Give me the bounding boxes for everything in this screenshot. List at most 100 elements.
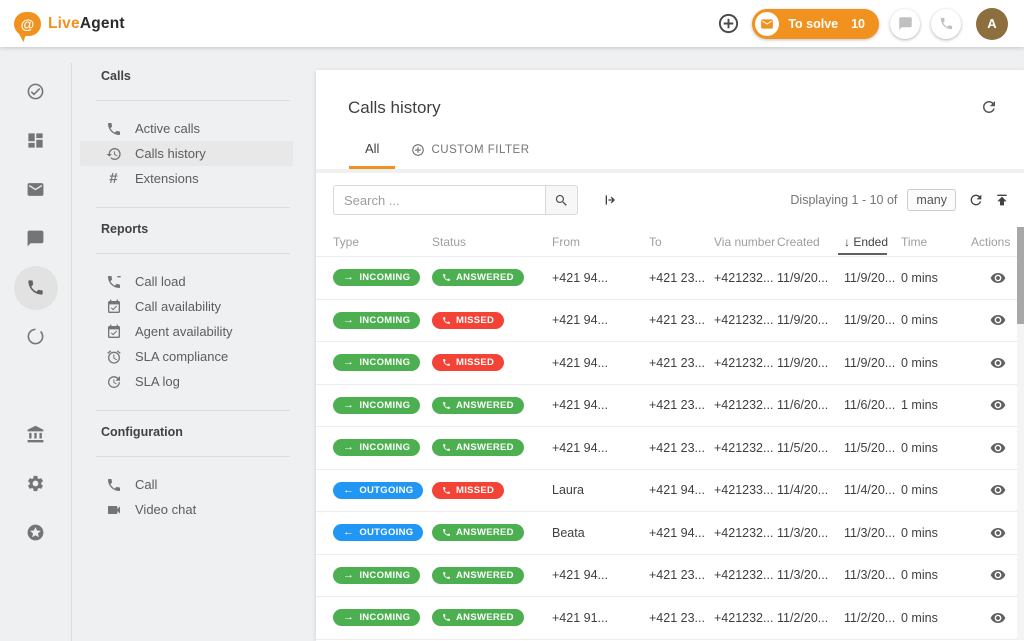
phone-icon <box>105 121 122 137</box>
call-type-label: INCOMING <box>359 272 410 283</box>
tab-custom-filter[interactable]: CUSTOM FILTER <box>395 143 545 169</box>
scrollbar-thumb[interactable] <box>1017 227 1024 324</box>
column-header-ended[interactable]: ↓ Ended <box>844 235 901 249</box>
sidebar-item-active-calls[interactable]: Active calls <box>80 116 293 141</box>
cell-to: +421 23... <box>649 441 714 455</box>
calendar-check-icon <box>105 299 122 315</box>
cell-via-number: +421232... <box>714 441 777 455</box>
rail-item-contacts[interactable] <box>0 361 71 410</box>
column-header-status[interactable]: Status <box>432 235 552 249</box>
table-row[interactable]: →INCOMINGMISSED+421 94...+421 23...+4212… <box>316 300 1024 343</box>
table-row[interactable]: →INCOMING ANSWERED +421 94...+421 23...+42… <box>316 427 1024 470</box>
settings-icon <box>26 474 45 493</box>
call-type-badge: →INCOMING <box>333 354 420 371</box>
eye-icon <box>990 312 1006 328</box>
cell-time: 0 mins <box>901 356 971 370</box>
call-status-badge: MISSED <box>432 354 504 371</box>
call-status-label: MISSED <box>456 485 494 496</box>
rail-item-mail[interactable] <box>0 165 71 214</box>
tab-all[interactable]: All <box>349 141 395 169</box>
rail-item-chat[interactable] <box>0 214 71 263</box>
calls-button[interactable] <box>931 9 961 39</box>
cell-created: 11/2/20... <box>777 611 844 625</box>
call-status-badge: ANSWERED <box>432 439 524 456</box>
add-circle-icon <box>411 143 425 157</box>
rail-item-bank[interactable] <box>0 410 71 459</box>
liveagent-logo: @ LiveAgent <box>14 12 125 36</box>
bank-icon <box>26 425 45 444</box>
arrow-right-icon: → <box>343 570 354 581</box>
table-row[interactable]: ←OUTGOINGANSWEREDBeata+421 94...+421232.… <box>316 512 1024 555</box>
tabs: AllCUSTOM FILTER <box>348 141 1000 169</box>
rail-item-check-circle[interactable] <box>0 67 71 116</box>
call-type-label: INCOMING <box>359 400 410 411</box>
refresh-button[interactable] <box>980 98 998 121</box>
cell-from: +421 94... <box>552 441 649 455</box>
cell-ended: 11/3/20... <box>844 568 901 582</box>
sidebar-item-call-load[interactable]: Call load <box>80 269 293 294</box>
sidebar-item-call-availability[interactable]: Call availability <box>80 294 293 319</box>
call-type-badge: →INCOMING <box>333 439 420 456</box>
search-icon <box>554 193 569 208</box>
phone-icon <box>442 528 451 537</box>
call-type-badge: ←OUTGOING <box>333 482 423 499</box>
main-panel: Calls history AllCUSTOM FILTER Displayin… <box>316 70 1024 641</box>
call-type-label: INCOMING <box>359 442 410 453</box>
sidebar-item-agent-availability[interactable]: Agent availability <box>80 319 293 344</box>
column-header-time[interactable]: Time <box>901 235 971 249</box>
logo-live: Live <box>48 15 80 32</box>
call-type-label: INCOMING <box>359 570 410 581</box>
column-header-actions[interactable]: Actions <box>971 235 1014 249</box>
sidebar-item-sla-log[interactable]: SLA log <box>80 369 293 394</box>
column-header-created[interactable]: Created <box>777 235 844 249</box>
refresh-list-button[interactable] <box>968 192 984 208</box>
table-row[interactable]: →INCOMINGMISSED+421 94...+421 23...+4212… <box>316 342 1024 385</box>
sidebar-item-label: Call availability <box>135 299 221 314</box>
phone-icon <box>442 401 451 410</box>
call-type-label: OUTGOING <box>359 485 413 496</box>
table-row[interactable]: →INCOMINGANSWERED+421 94...+421 23...+42… <box>316 257 1024 300</box>
search-input[interactable] <box>333 185 545 215</box>
cell-ended: 11/5/20... <box>844 441 901 455</box>
rail-item-star-circle[interactable] <box>0 508 71 557</box>
sidebar-item-calls-history[interactable]: Calls history <box>80 141 293 166</box>
search-button[interactable] <box>545 185 578 215</box>
cell-created: 11/9/20... <box>777 356 844 370</box>
chats-button[interactable] <box>890 9 920 39</box>
sidebar-item-call[interactable]: Call <box>80 472 293 497</box>
table-row[interactable]: ←OUTGOINGMISSEDLaura+421 94...+421233...… <box>316 470 1024 513</box>
collapse-top-button[interactable] <box>994 192 1010 208</box>
eye-icon <box>990 270 1006 286</box>
displaying-text: Displaying 1 - 10 of <box>790 193 897 207</box>
call-type-label: OUTGOING <box>359 527 413 538</box>
rail-item-phone[interactable] <box>0 263 71 312</box>
table-row[interactable]: →INCOMINGANSWERED+421 91...+421 23...+42… <box>316 597 1024 640</box>
column-header-from[interactable]: From <box>552 235 649 249</box>
sidebar-item-extensions[interactable]: #Extensions <box>80 166 293 191</box>
add-circle-icon <box>717 12 740 35</box>
rail-item-settings[interactable] <box>0 459 71 508</box>
phone-icon <box>442 613 451 622</box>
call-status-label: ANSWERED <box>456 442 514 453</box>
sidebar: CallsActive callsCalls history#Extension… <box>72 47 308 641</box>
table-row[interactable]: →INCOMINGANSWERED+421 94...+421 23...+42… <box>316 385 1024 428</box>
avatar[interactable]: A <box>976 8 1008 40</box>
column-header-via-number[interactable]: Via number <box>714 235 777 249</box>
refresh-icon <box>980 98 998 116</box>
cell-from: Beata <box>552 526 649 540</box>
at-speech-bubble-icon: @ <box>14 12 41 36</box>
quick-filter-button[interactable] <box>603 192 619 208</box>
to-solve-button[interactable]: To solve 10 <box>752 9 879 39</box>
column-header-type[interactable]: Type <box>333 235 432 249</box>
logo-text: LiveAgent <box>48 15 125 33</box>
rail-item-circle[interactable] <box>0 312 71 361</box>
cell-time: 0 mins <box>901 568 971 582</box>
arrow-from-bar-icon <box>603 192 619 208</box>
sidebar-item-label: SLA log <box>135 374 180 389</box>
column-header-to[interactable]: To <box>649 235 714 249</box>
table-row[interactable]: →INCOMINGANSWERED+421 94...+421 23...+42… <box>316 555 1024 598</box>
sidebar-item-video-chat[interactable]: Video chat <box>80 497 293 522</box>
add-button[interactable] <box>715 11 741 37</box>
sidebar-item-sla-compliance[interactable]: SLA compliance <box>80 344 293 369</box>
rail-item-dashboard[interactable] <box>0 116 71 165</box>
